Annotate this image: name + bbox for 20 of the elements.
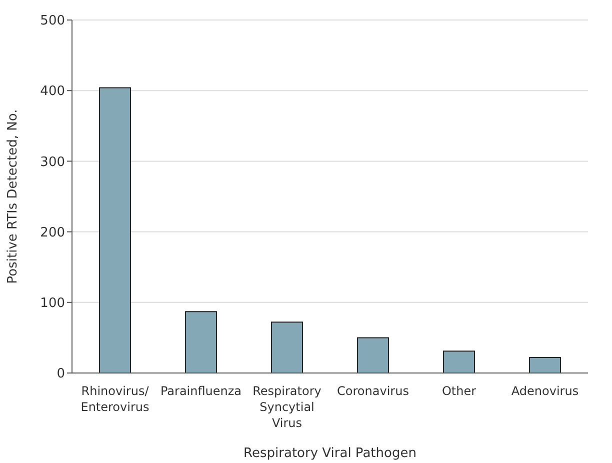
x-tick-label: Rhinovirus/ Enterovirus: [80, 384, 150, 414]
y-tick-label: 300: [40, 154, 65, 170]
bar: [357, 337, 390, 373]
x-tick-label: Parainfluenza: [160, 384, 242, 398]
x-tick-label: Adenovirus: [511, 384, 579, 398]
y-tick-label: 400: [40, 84, 65, 100]
y-tick-label: 500: [40, 14, 65, 29]
x-tick-label: Coronavirus: [337, 384, 409, 398]
x-axis-title: Respiratory Viral Pathogen: [244, 446, 416, 461]
y-axis-title: Positive RTIs Detected, No.: [6, 109, 21, 284]
y-tick-label: 0: [56, 366, 65, 382]
x-tick-label: Other: [442, 384, 476, 398]
y-tick-label: 200: [40, 225, 65, 240]
bar: [529, 356, 562, 373]
y-tick-label: 100: [40, 296, 65, 312]
bar: [99, 87, 132, 373]
bar: [443, 350, 476, 373]
x-tick-label: Respiratory Syncytial Virus: [252, 384, 322, 430]
bar: [271, 322, 304, 373]
bar: [185, 311, 218, 373]
